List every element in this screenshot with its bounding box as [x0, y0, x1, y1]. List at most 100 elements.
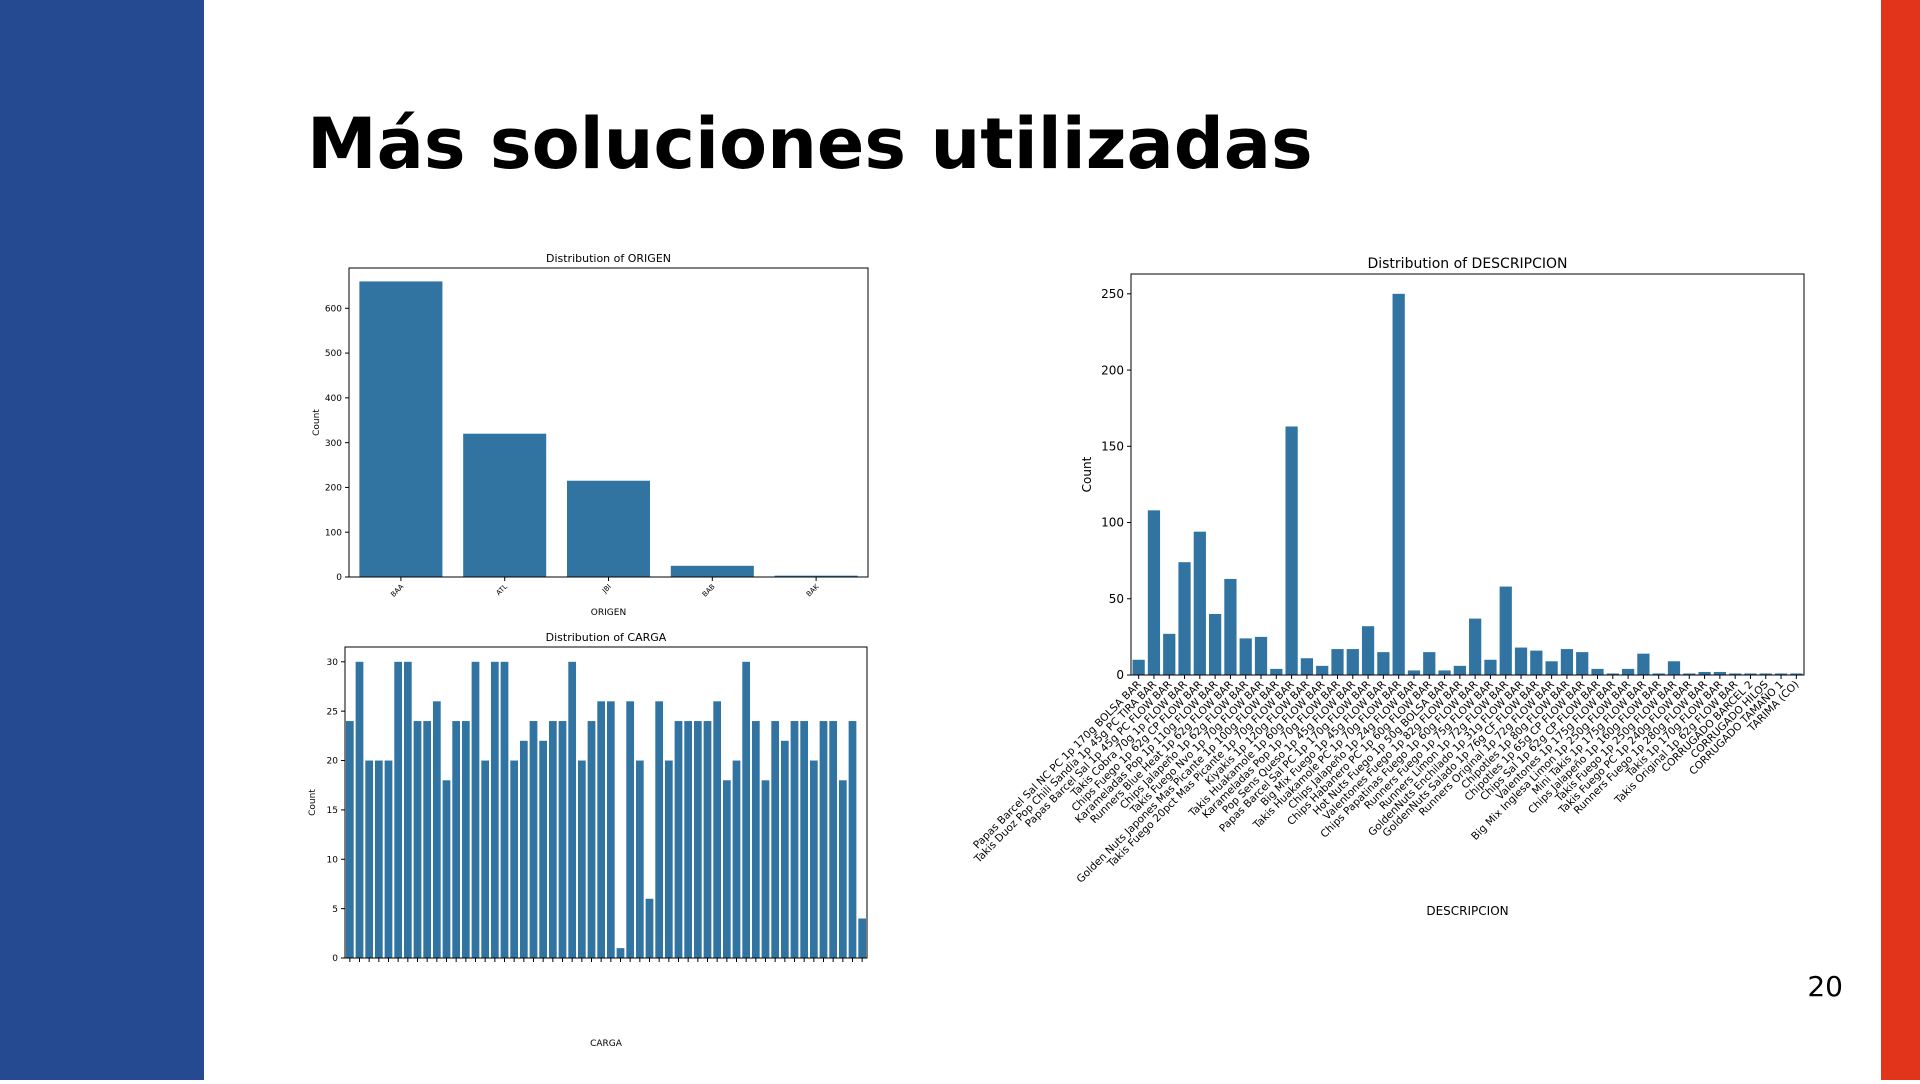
bar — [452, 721, 461, 958]
bar — [829, 721, 838, 958]
left-band — [0, 0, 204, 1080]
bar — [365, 760, 374, 958]
bar — [1285, 426, 1298, 675]
y-axis-label: Count — [312, 409, 322, 436]
bar — [432, 701, 441, 958]
slide-title: Más soluciones utilizadas — [307, 103, 1313, 185]
bar — [490, 661, 499, 958]
right-band — [1881, 0, 1920, 1080]
bar — [577, 760, 586, 958]
bar — [1132, 659, 1145, 675]
bar — [703, 721, 712, 958]
bar — [1667, 661, 1681, 675]
bar — [732, 760, 741, 958]
bar — [345, 721, 354, 958]
y-tick-label: 25 — [327, 707, 338, 717]
bar — [384, 760, 393, 958]
bar — [442, 780, 451, 958]
bar — [819, 721, 828, 958]
bar — [1254, 636, 1268, 675]
y-tick-label: 200 — [1101, 363, 1124, 377]
bar — [1438, 670, 1451, 675]
y-tick-label: 20 — [327, 757, 339, 767]
bar — [403, 661, 412, 958]
bar — [359, 281, 443, 577]
bar — [635, 760, 644, 958]
bar — [568, 661, 577, 958]
x-tick-label: BAB — [701, 583, 717, 599]
plot-frame — [348, 267, 869, 578]
bar — [1621, 668, 1635, 675]
y-tick-label: 100 — [325, 528, 342, 538]
bar — [1499, 586, 1512, 675]
bar — [1453, 665, 1466, 675]
bar — [693, 721, 702, 958]
bar — [1239, 638, 1252, 675]
bar — [722, 780, 731, 958]
bar — [1331, 649, 1344, 675]
bar — [684, 721, 693, 958]
bar — [1469, 618, 1482, 675]
bar — [529, 721, 538, 958]
bar — [774, 575, 858, 577]
bar — [1346, 649, 1359, 675]
chart-title: Distribution of ORIGEN — [546, 252, 671, 265]
bar — [674, 721, 683, 958]
bar — [645, 898, 654, 958]
bar — [664, 760, 673, 958]
bar — [1178, 562, 1191, 675]
x-axis-label: DESCRIPCION — [1426, 904, 1508, 918]
x-tick-label: JBI — [600, 583, 613, 596]
bar — [780, 740, 789, 958]
bar — [1713, 671, 1726, 675]
y-axis-label: Count — [1080, 456, 1094, 492]
bar — [1300, 658, 1314, 675]
y-tick-label: 50 — [1109, 592, 1124, 606]
bar — [1637, 653, 1650, 675]
bar — [858, 918, 867, 958]
bar — [655, 701, 664, 958]
bar — [423, 721, 432, 958]
bar — [1193, 531, 1206, 675]
bar — [1423, 652, 1436, 675]
bar — [355, 661, 364, 958]
y-tick-label: 0 — [332, 954, 338, 964]
bar — [1361, 626, 1375, 675]
y-tick-label: 30 — [327, 658, 339, 668]
bar — [1377, 652, 1390, 675]
bar — [1209, 614, 1222, 675]
bar — [1576, 652, 1589, 675]
bar — [751, 721, 760, 958]
bar — [1683, 673, 1696, 675]
bar — [1270, 668, 1283, 675]
y-tick-label: 150 — [1101, 439, 1124, 453]
bar — [1545, 661, 1558, 675]
bar — [1790, 673, 1803, 675]
bar — [670, 565, 754, 577]
bar — [838, 780, 847, 958]
x-tick-label: BAK — [805, 582, 821, 598]
bar — [848, 721, 857, 958]
bar — [1316, 665, 1329, 675]
bar — [394, 661, 403, 958]
bar — [461, 721, 470, 958]
y-tick-label: 300 — [325, 439, 342, 449]
bar — [1729, 673, 1742, 675]
bar — [1744, 673, 1757, 675]
bar — [566, 480, 651, 577]
bar — [616, 948, 625, 958]
bar — [587, 721, 596, 958]
y-tick-label: 400 — [325, 394, 342, 404]
bar — [413, 721, 422, 958]
bar — [548, 721, 557, 958]
bar — [510, 760, 519, 958]
x-tick-label: BAA — [389, 583, 405, 599]
bar — [500, 661, 509, 958]
bar — [800, 721, 809, 958]
bar — [771, 721, 780, 958]
bar — [519, 740, 528, 958]
y-tick-label: 500 — [325, 349, 342, 359]
bar — [374, 760, 383, 958]
bar — [1560, 649, 1574, 675]
